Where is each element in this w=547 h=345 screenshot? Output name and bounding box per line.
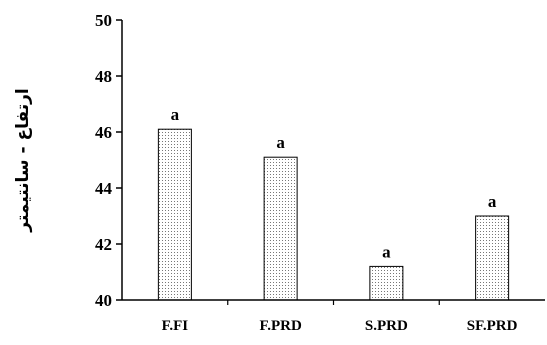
x-tick-label-sf-prd: SF.PRD xyxy=(467,318,518,334)
x-tick-label-f-fi: F.FI xyxy=(162,318,189,334)
bar-f-fi xyxy=(157,128,192,301)
data-label-sf-prd: a xyxy=(488,192,497,211)
bar-f-prd xyxy=(263,156,298,301)
bar-sf-prd xyxy=(475,215,510,301)
labels-group: a F.FI a F.PRD a S.PRD a SF.PRD 40 42 44 46 48 50 xyxy=(95,11,518,334)
x-tick-label-f-prd: F.PRD xyxy=(259,318,302,334)
y-tick-label-46: 46 xyxy=(95,123,112,142)
y-tick-label-40: 40 xyxy=(95,291,112,310)
data-label-s-prd: a xyxy=(382,242,391,261)
y-tick-label-44: 44 xyxy=(95,179,113,198)
y-tick-label-48: 48 xyxy=(95,67,112,86)
data-label-f-fi: a xyxy=(171,105,180,124)
bar-s-prd xyxy=(369,265,404,301)
data-label-f-prd: a xyxy=(276,133,285,152)
y-tick-label-42: 42 xyxy=(95,235,112,254)
x-tick-label-s-prd: S.PRD xyxy=(365,318,408,334)
bars-group xyxy=(157,128,510,301)
axes-group xyxy=(116,19,545,305)
y-axis-label: ارتفاع - سانتيمتر xyxy=(13,88,33,232)
y-tick-label-50: 50 xyxy=(95,11,112,30)
